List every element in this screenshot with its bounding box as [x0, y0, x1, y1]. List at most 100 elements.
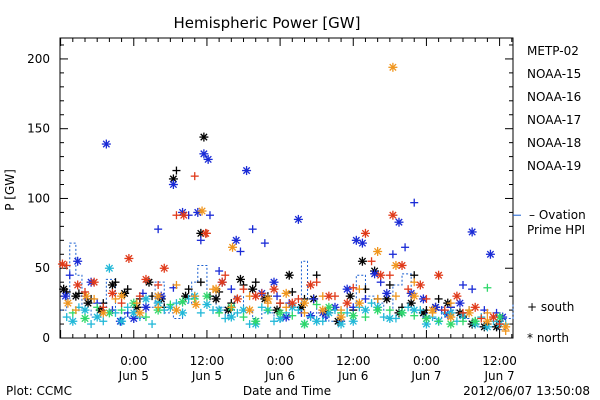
star-d2 — [465, 309, 473, 317]
north-point-noaa-19 — [488, 312, 498, 322]
star-d2 — [383, 295, 391, 303]
north-point-noaa-18 — [153, 291, 163, 301]
south-point-noaa-17 — [166, 300, 175, 309]
star-d2 — [218, 278, 226, 286]
chart-title: Hemispheric Power [GW] — [174, 14, 361, 32]
star-d2 — [319, 306, 327, 314]
south-point-metp-02 — [385, 280, 394, 289]
north-point-noaa-17 — [80, 313, 90, 323]
star-d2 — [434, 271, 443, 279]
star-d2 — [282, 289, 290, 298]
south-point-metp-02 — [312, 271, 321, 280]
north-point-noaa-19 — [201, 228, 211, 238]
north-point-noaa-19 — [360, 228, 370, 238]
south-point-noaa-17 — [117, 306, 126, 315]
north-point-noaa-19 — [141, 274, 151, 284]
legend-item-noaa-18: NOAA-18 — [527, 136, 581, 150]
north-point-noaa-17 — [275, 308, 285, 318]
north-point-noaa-18 — [388, 62, 398, 72]
star-d2 — [232, 236, 240, 244]
north-point-noaa-17 — [178, 297, 188, 307]
south-point-noaa-18 — [132, 299, 141, 308]
south-point-noaa-18 — [373, 294, 382, 303]
south-point-noaa-19 — [349, 283, 358, 292]
south-point-noaa-16 — [306, 313, 315, 322]
star-d2 — [325, 303, 333, 311]
star-d2 — [300, 320, 309, 328]
north-point-noaa-18 — [318, 305, 328, 315]
north-point-noaa-18 — [373, 246, 383, 256]
south-point-noaa-19 — [459, 308, 468, 317]
star-d2 — [270, 285, 278, 293]
star-d2 — [416, 281, 424, 289]
x-tick-time-label: 0:00 — [413, 354, 440, 368]
south-point-noaa-19 — [276, 299, 285, 308]
north-point-noaa-15 — [394, 217, 404, 227]
legend-south-marker: + south — [527, 300, 574, 314]
north-point-noaa-16 — [385, 313, 395, 323]
north-point-metp-02 — [211, 294, 221, 304]
south-point-noaa-18 — [190, 292, 199, 301]
south-point-metp-02 — [434, 294, 443, 303]
star-d2 — [398, 261, 406, 270]
star-d2 — [447, 320, 455, 328]
star-d2 — [172, 306, 181, 314]
star-d2 — [456, 299, 464, 307]
north-point-noaa-18 — [135, 308, 145, 318]
legend-item-noaa-19: NOAA-19 — [527, 159, 581, 173]
star-d2 — [349, 312, 357, 320]
north-point-noaa-15 — [101, 139, 111, 149]
star-d2 — [136, 309, 144, 317]
south-point-noaa-19 — [422, 294, 431, 303]
star-d2 — [495, 313, 504, 321]
north-point-metp-02 — [382, 294, 392, 304]
south-point-noaa-19 — [477, 314, 486, 323]
star-d2 — [383, 289, 391, 298]
north-point-noaa-16 — [141, 294, 151, 304]
north-point-noaa-19 — [324, 291, 334, 301]
north-point-noaa-18 — [281, 288, 291, 298]
star-d2 — [373, 306, 382, 314]
star-d2 — [133, 303, 141, 311]
star-d2 — [142, 275, 150, 284]
star-d2 — [389, 211, 397, 219]
south-point-metp-02 — [196, 278, 205, 287]
south-point-noaa-15 — [468, 285, 477, 294]
star-d2 — [483, 317, 492, 325]
south-point-noaa-19 — [154, 280, 163, 289]
north-point-noaa-18 — [354, 298, 364, 308]
north-point-noaa-17 — [202, 291, 212, 301]
star-d2 — [389, 63, 397, 71]
star-d2 — [130, 309, 138, 317]
north-point-noaa-16 — [226, 312, 236, 322]
north-point-noaa-18 — [299, 298, 309, 308]
star-d2 — [370, 270, 379, 278]
timestamp-label: 2012/06/07 13:50:08 — [463, 384, 590, 398]
north-point-noaa-16 — [421, 319, 431, 329]
north-point-noaa-19 — [342, 298, 352, 308]
x-tick-date-label: Jun 7 — [410, 369, 441, 383]
south-point-noaa-19 — [117, 299, 126, 308]
star-d2 — [282, 313, 290, 321]
star-d2 — [422, 320, 431, 328]
x-tick-time-label: 12:00 — [482, 354, 517, 368]
south-point-noaa-18 — [355, 285, 364, 294]
star-d2 — [125, 254, 133, 263]
north-point-noaa-18 — [63, 298, 73, 308]
south-point-noaa-15 — [205, 211, 214, 220]
north-point-noaa-19 — [107, 288, 117, 298]
x-tick-time-label: 0:00 — [120, 354, 147, 368]
north-point-noaa-15 — [73, 256, 83, 266]
star-d2 — [105, 264, 114, 272]
north-point-noaa-15 — [293, 214, 303, 224]
south-point-noaa-19 — [99, 303, 108, 312]
south-point-noaa-15 — [248, 225, 257, 234]
star-d2 — [325, 309, 333, 317]
star-d2 — [270, 278, 278, 286]
star-d2 — [180, 211, 188, 219]
star-d2 — [373, 247, 382, 256]
star-d2 — [81, 306, 89, 314]
south-point-noaa-16 — [62, 313, 71, 322]
south-point-noaa-15 — [215, 267, 224, 276]
